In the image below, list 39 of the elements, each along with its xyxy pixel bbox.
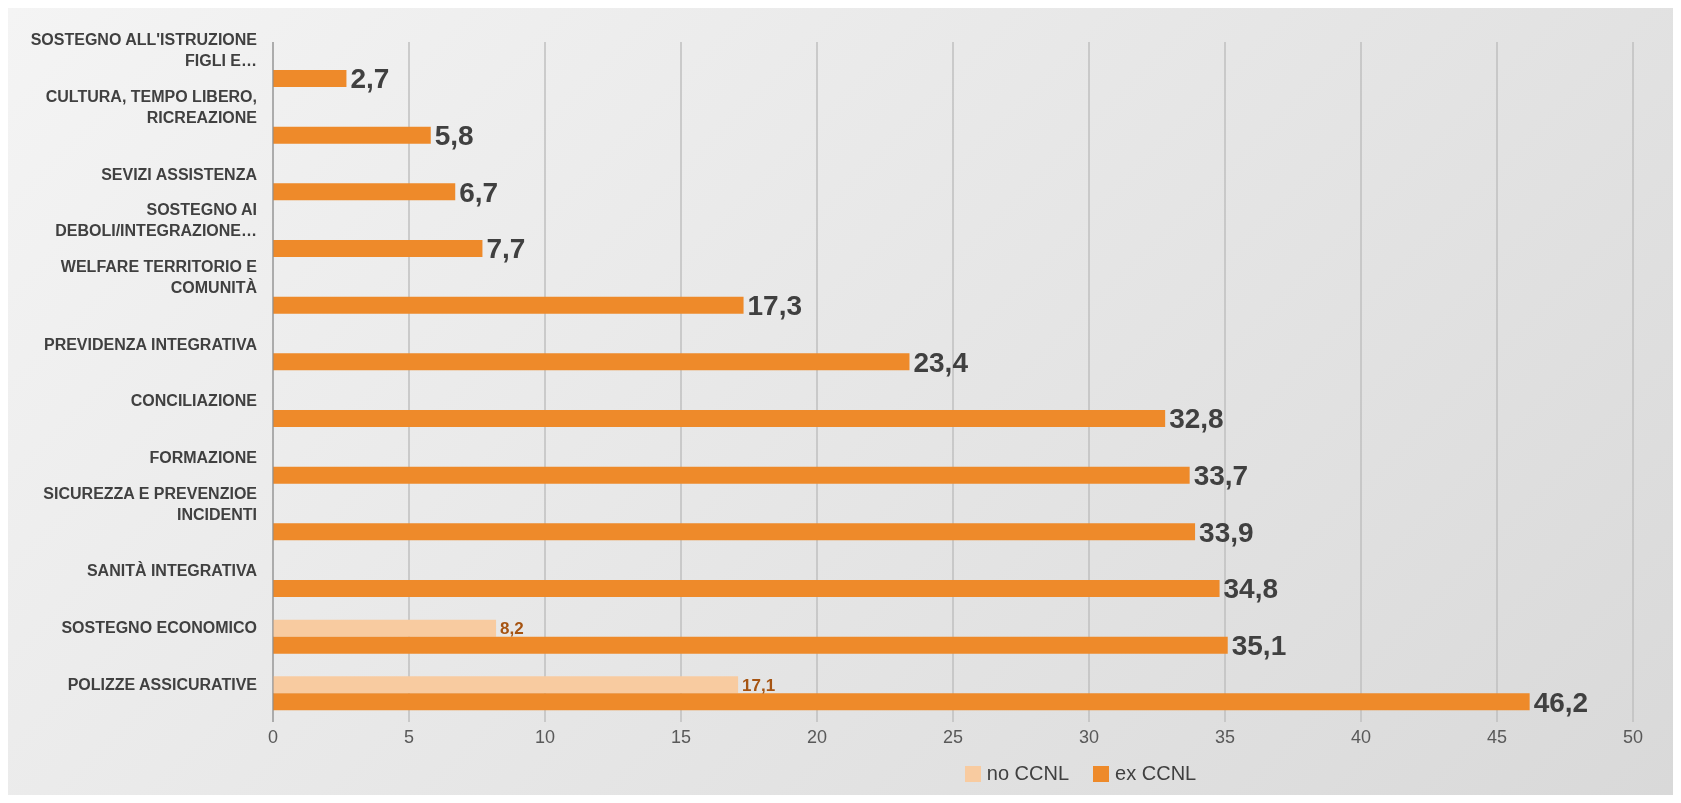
legend-label: no CCNL (986, 762, 1070, 785)
x-tick-label: 25 (942, 726, 964, 747)
y-tick-label: SOSTEGNO ALL'ISTRUZIONE FIGLI E… (30, 31, 258, 70)
y-tick-label: PREVIDENZA INTEGRATIVA (43, 335, 258, 353)
x-tick-label: 30 (1078, 726, 1100, 747)
y-tick-label: CULTURA, TEMPO LIBERO, RICREAZIONE (45, 88, 258, 126)
y-tick-label: SICUREZZA E PREVENZIOE INCIDENTI (43, 484, 258, 523)
x-tick-label: 0 (267, 726, 279, 747)
y-tick-label: SOSTEGNO ECONOMICO (61, 619, 257, 636)
data-label: 33,7 (1193, 460, 1249, 492)
data-label: 33,9 (1199, 516, 1254, 548)
y-tick-label: CONCILIAZIONE (130, 392, 258, 410)
y-tick-label: WELFARE TERRITORIO E COMUNITÀ (60, 258, 258, 296)
y-tick-label: FORMAZIONE (149, 449, 258, 466)
data-label: 17,1 (742, 675, 776, 695)
data-label: 35,1 (1231, 630, 1287, 662)
x-tick-label: 50 (1622, 726, 1644, 747)
data-label: 6,7 (459, 176, 499, 208)
x-tick-label: 45 (1486, 726, 1508, 747)
y-tick-label: POLIZZE ASSICURATIVE (67, 675, 258, 693)
x-tick-label: 5 (403, 726, 415, 747)
y-tick-label: SEVIZI ASSISTENZA (101, 165, 258, 183)
data-label: 2,7 (350, 63, 390, 95)
y-tick-label: SOSTEGNO AI DEBOLI/INTEGRAZIONE… (55, 201, 257, 240)
data-label: 23,4 (913, 346, 969, 378)
x-tick-label: 35 (1214, 726, 1236, 747)
data-label: 46,2 (1533, 686, 1589, 718)
x-tick-label: 20 (806, 726, 828, 747)
data-label: 32,8 (1169, 403, 1224, 435)
y-tick-label: SANITÀ INTEGRATIVA (86, 561, 258, 580)
data-label: 17,3 (747, 290, 803, 322)
data-label: 7,7 (486, 233, 526, 265)
x-tick-label: 40 (1350, 726, 1372, 747)
x-tick-label: 10 (534, 726, 556, 747)
x-tick-label: 15 (670, 726, 692, 747)
data-label: 34,8 (1223, 573, 1279, 605)
legend-label: ex CCNL (1115, 762, 1197, 785)
data-label: 8,2 (500, 619, 524, 639)
data-label: 5,8 (434, 120, 474, 152)
